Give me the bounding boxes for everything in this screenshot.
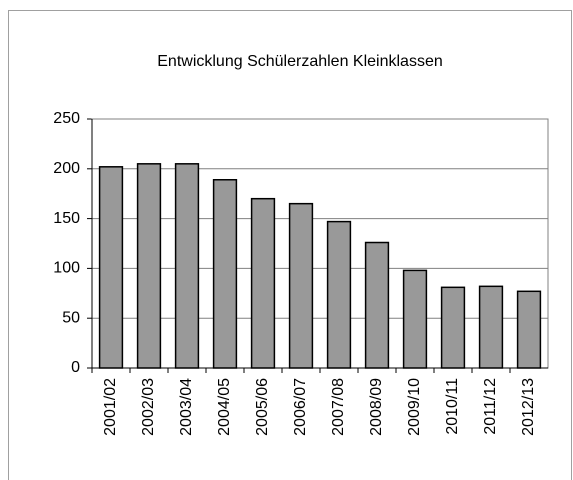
x-tick-label: 2002/03 [140,378,157,436]
bar [250,197,276,369]
x-tick-label: 2007/08 [330,378,347,436]
bar [440,286,466,369]
bar [174,163,200,369]
x-tick-label: 2009/10 [406,378,423,436]
bar [98,166,124,369]
bar [478,285,504,369]
x-tick-label: 2005/06 [254,378,271,436]
bar [402,269,428,369]
bar [364,241,390,369]
x-tick-label: 2010/11 [444,378,461,435]
y-tick-label: 150 [53,210,80,227]
bar [136,163,162,369]
x-tick-label: 2004/05 [216,378,233,436]
x-tick-label: 2012/13 [520,378,537,436]
y-tick-label: 250 [53,110,80,127]
x-tick-label: 2011/12 [482,378,499,435]
x-tick-label: 2006/07 [292,378,309,436]
x-tick-label: 2003/04 [178,378,195,436]
bar [288,202,314,369]
y-tick-label: 100 [53,260,80,277]
x-tick-label: 2008/09 [368,378,385,436]
y-tick-label: 0 [71,359,80,376]
y-tick-label: 200 [53,160,80,177]
x-tick-label: 2001/02 [102,378,119,436]
bar [326,220,352,369]
bar [516,290,542,369]
bar [212,179,238,369]
chart-title: Entwicklung Schülerzahlen Kleinklassen [157,53,443,70]
y-tick-label: 50 [62,309,80,326]
